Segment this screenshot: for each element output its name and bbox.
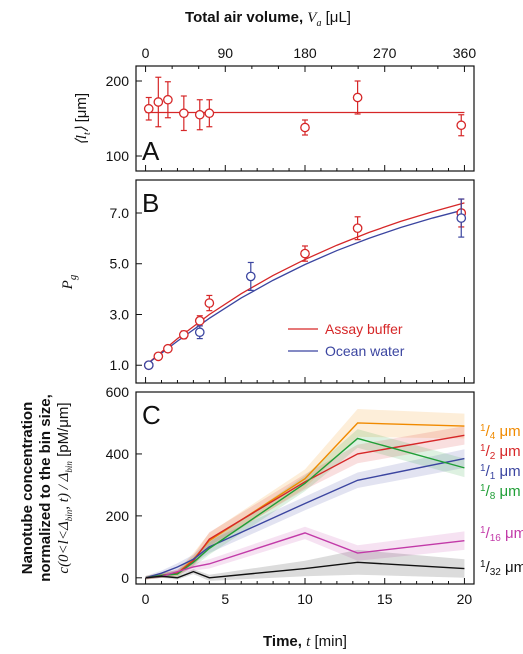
- y-axis-tick-label: 0: [121, 570, 129, 586]
- panel-a-point: [143, 103, 154, 114]
- panel-a-ylabel: ⟨lt⟩[μm]: [73, 93, 93, 145]
- top-axis-tick-label: 90: [217, 45, 233, 61]
- y-axis-tick-label: 600: [106, 384, 130, 400]
- panel-b-series-0-point: [300, 248, 310, 259]
- x-axis-tick-label: 5: [221, 591, 229, 607]
- panel-b-series-0-point: [153, 351, 164, 362]
- top-axis-tick-label: 180: [293, 45, 317, 61]
- panel-a: A ⟨lt⟩[μm] 100 200: [73, 65, 475, 172]
- y-axis-tick-label: 200: [106, 508, 130, 524]
- top-axis-title: Total air volume, Va [μL]: [185, 9, 351, 29]
- panel-c-ylabel-line3: c(0<l<Δbin, t) / Δbin [pM/μm]: [55, 402, 74, 573]
- panel-b-letter: B: [142, 188, 159, 218]
- panel-c-band-2: [145, 449, 465, 580]
- panel-c-line-2: [145, 457, 465, 579]
- panel-c-series-label: 1/2 μm: [480, 443, 521, 462]
- panel-b-ylabel: Pg: [60, 274, 79, 290]
- panel-a-point: [456, 120, 467, 131]
- y-axis-tick-label: 3.0: [110, 306, 130, 322]
- panel-b-series-1-point: [194, 327, 205, 338]
- panel-c-letter: C: [142, 400, 161, 430]
- y-axis-tick-label: 400: [106, 446, 130, 462]
- panel-b-series-0-point: [163, 343, 173, 354]
- top-axis-tick-label: 360: [453, 45, 477, 61]
- panel-c-series-label: 1/32 μm: [480, 559, 523, 578]
- panel-a-point: [194, 109, 205, 120]
- panel-b-series-0-point: [352, 223, 363, 234]
- panel-a-point: [178, 108, 189, 119]
- panel-a-point: [204, 108, 215, 119]
- x-axis-tick-label: 0: [142, 591, 150, 607]
- panel-b-series-1-point: [456, 213, 467, 223]
- panel-a-point: [163, 94, 173, 105]
- legend-label: Ocean water: [325, 343, 405, 359]
- panel-b-frame: [135, 179, 475, 384]
- panel-c-series-label: 1/8 μm: [480, 483, 521, 502]
- panel-a-point: [153, 97, 164, 107]
- panel-c-series-label: 1/4 μm: [480, 423, 521, 442]
- panel-a-point: [300, 122, 310, 133]
- x-axis-tick-label: 20: [457, 591, 473, 607]
- legend-label: Assay buffer: [325, 321, 403, 337]
- panel-b-series-0-point: [194, 315, 205, 326]
- panel-c-series-label: 1/1 μm: [480, 463, 521, 482]
- y-axis-tick-label: 200: [106, 73, 130, 89]
- panel-b-fit-1: [145, 209, 465, 366]
- x-axis-tick-label: 15: [377, 591, 393, 607]
- panel-c-ylabel-line2: normalized to the bin size,: [37, 394, 54, 582]
- x-axis-tick-label: 10: [297, 591, 313, 607]
- panel-a-letter: A: [142, 136, 160, 166]
- panel-b-series-1-point: [245, 271, 256, 282]
- panel-b-fit-0: [145, 202, 465, 366]
- y-axis-tick-label: 5.0: [110, 256, 130, 272]
- top-axis-tick-label: 0: [142, 45, 150, 61]
- panel-c: C Nanotube concentration normalized to t…: [19, 384, 523, 607]
- top-axis-tick-label: 270: [373, 45, 397, 61]
- x-axis-title: Time, t [min]: [263, 633, 347, 650]
- panel-c-line-4: [145, 532, 465, 579]
- y-axis-tick-label: 7.0: [110, 205, 130, 221]
- panel-b-series-0-point: [204, 298, 215, 308]
- y-axis-tick-label: 100: [106, 148, 130, 164]
- panel-c-line-5: [145, 561, 465, 579]
- panel-c-series-label: 1/16 μm: [480, 525, 523, 544]
- panel-a-point: [352, 92, 363, 103]
- panel-c-ylabel-line1: Nanotube concentration: [19, 402, 36, 575]
- panel-c-band-5: [145, 549, 465, 581]
- panel-c-band-3: [145, 429, 465, 580]
- panel-a-frame: [135, 65, 475, 172]
- panel-b-series-0-point: [178, 329, 189, 340]
- panel-b-series-1-point: [143, 360, 154, 371]
- panel-b: B Pg 1.0 3.0 5.0 7.0 Assay buffer Ocean water: [60, 179, 475, 384]
- y-axis-tick-label: 1.0: [110, 357, 130, 373]
